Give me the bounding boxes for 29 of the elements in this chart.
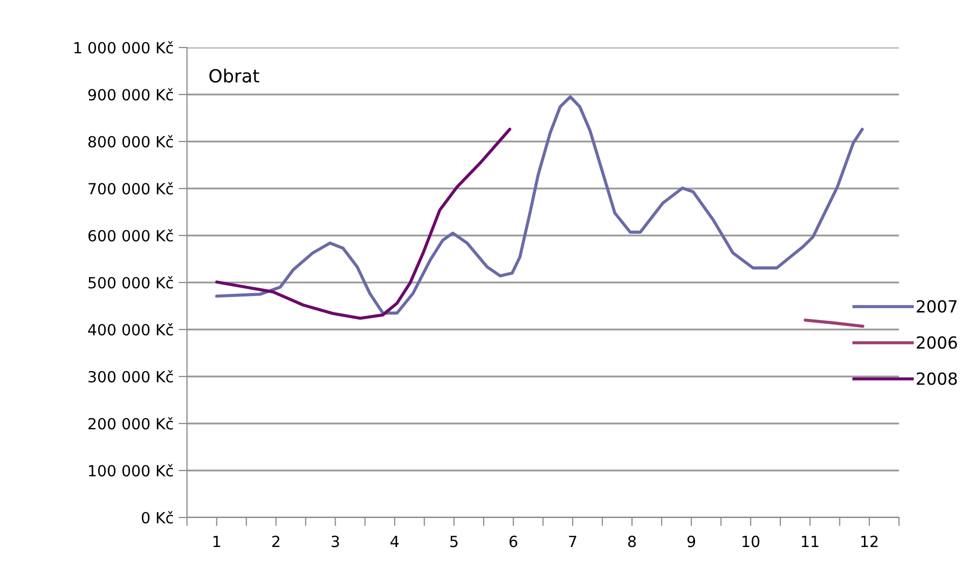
legend-label: 2006 (916, 336, 957, 349)
y-tick-label: 0 Kč (142, 511, 173, 524)
legend-label: 2008 (916, 372, 957, 385)
y-tick-label: 1 000 000 Kč (74, 41, 173, 54)
y-tick-label: 100 000 Kč (89, 464, 173, 477)
x-tick-label: 2 (272, 536, 280, 548)
y-tick-label: 300 000 Kč (88, 370, 173, 383)
x-tick-label: 7 (569, 536, 576, 548)
y-tick-label: 400 000 Kč (88, 323, 173, 336)
line-series (215, 95, 864, 315)
y-tick-label: 200 000 Kč (88, 417, 173, 430)
x-tick-label: 9 (687, 536, 696, 548)
y-tick-label: 600 000 Kč (88, 229, 173, 242)
x-tick-label: 12 (861, 536, 878, 548)
text: Obrat (209, 68, 260, 83)
y-tick-label: 800 000 Kč (88, 135, 173, 148)
x-tick-label: 11 (802, 536, 818, 548)
legend-label: 2007 (916, 300, 957, 313)
x-tick-label: 6 (510, 536, 518, 548)
y-tick-label: 900 000 Kč (88, 88, 173, 101)
x-tick-label: 5 (450, 536, 458, 548)
x-tick-label: 10 (742, 536, 760, 548)
x-tick-label: 8 (628, 536, 636, 548)
y-tick-label: 500 000 Kč (88, 276, 173, 289)
y-tick-label: 700 000 Kč (88, 182, 173, 195)
x-tick-label: 4 (390, 536, 399, 548)
x-tick-label: 3 (332, 536, 339, 548)
x-tick-label: 1 (213, 536, 220, 548)
line-series (215, 128, 512, 320)
